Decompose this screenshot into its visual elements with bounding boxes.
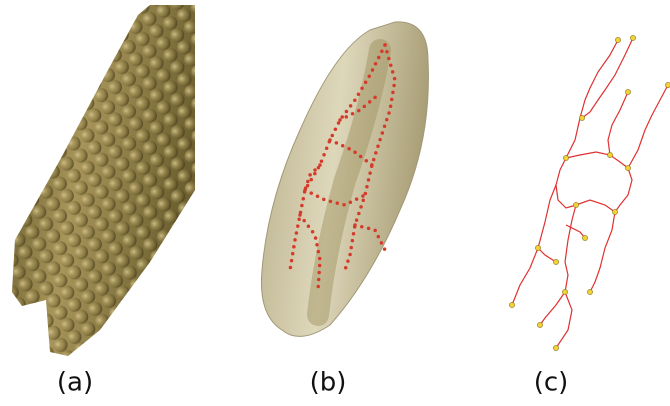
panel-label: (a) [57,368,93,398]
skeleton-graph [512,38,668,348]
panel-label: (c) [534,368,569,398]
graph-nodes [509,35,670,350]
surface-texture [0,0,200,360]
panel-label: (b) [310,368,347,398]
panel-a [0,0,200,360]
panel-b [261,22,428,337]
page: (a) (b) (c) (() => { const data = JSON.p… [0,0,670,406]
panel-c [509,35,670,350]
figure: (a) (b) (c) [0,0,670,406]
